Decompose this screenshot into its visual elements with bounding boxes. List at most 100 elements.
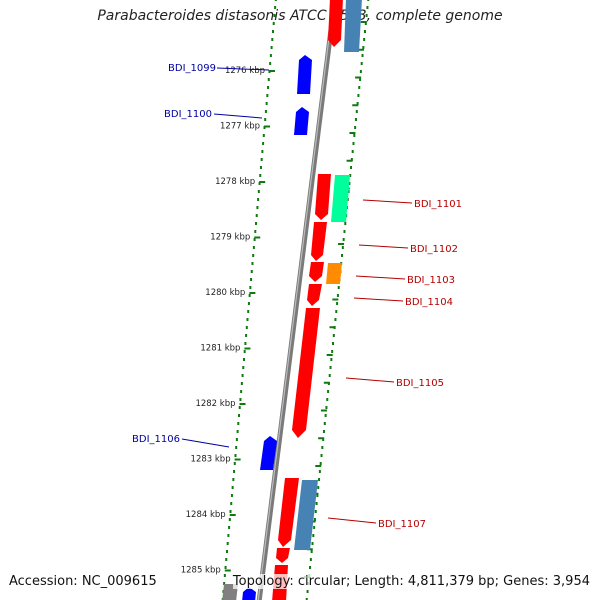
gene-bdi-1101-arrow[interactable] [315, 174, 331, 220]
inner-ring-dot [250, 278, 253, 281]
inner-ring-dot [227, 534, 230, 537]
gene-label-bdi-1100[interactable]: BDI_1100 [164, 109, 212, 120]
outer-ring-dot [318, 478, 321, 481]
inner-ring-dot [271, 38, 274, 41]
scale-tick-label: 1278 kbp [215, 177, 255, 187]
outer-ring-dot [313, 518, 316, 521]
gene-label-bdi-1101[interactable]: BDI_1101 [414, 199, 462, 210]
inner-ring-dot [254, 230, 257, 233]
inner-ring-dot [245, 334, 248, 337]
genome-backbone [256, 0, 338, 600]
inner-ring-dot [242, 358, 245, 361]
inner-dotted-ring [221, 0, 277, 600]
outer-ring-dot [324, 414, 327, 417]
outer-ring-dot [365, 14, 368, 17]
outer-ring-dot [353, 134, 356, 137]
inner-ring-dot [258, 182, 261, 185]
inner-ring-dot [264, 110, 267, 113]
outer-ring-dot [362, 46, 365, 49]
outer-ring-dot [316, 494, 319, 497]
gene-partial-top-forward-arrow[interactable] [328, 0, 343, 47]
inner-ring-dot [260, 158, 263, 161]
inner-ring-dot [238, 414, 241, 417]
steelblue-feature-top[interactable] [344, 0, 362, 52]
outer-ring-dot [320, 454, 323, 457]
scale-tick-label: 1279 kbp [210, 233, 250, 243]
inner-ring-dot [238, 406, 241, 409]
outer-ring-dot [317, 486, 320, 489]
gene-label-bdi-1107[interactable]: BDI_1107 [378, 519, 426, 530]
outer-ring-dot [318, 470, 321, 473]
gene-bdi-1105-arrow[interactable] [292, 308, 320, 438]
gene-partial-reverse-arrow[interactable] [242, 587, 256, 600]
inner-ring-dot [272, 30, 274, 33]
outer-ring-dot [363, 30, 366, 33]
steelblue-feature-bdi-1107[interactable] [294, 480, 318, 550]
inner-ring-dot [244, 342, 247, 345]
outer-ring-dot [343, 230, 346, 233]
gene-label-bdi-1105[interactable]: BDI_1105 [396, 378, 444, 389]
scale-tick-label: 1283 kbp [191, 455, 231, 465]
outer-ring-dot [323, 422, 326, 425]
inner-ring-dot [230, 502, 233, 505]
gene-bdi-1099-arrow[interactable] [297, 55, 312, 94]
outer-ring-dot [336, 294, 339, 297]
scale-tick-label: 1281 kbp [200, 344, 240, 354]
outer-ring-dot [350, 166, 353, 169]
gene-bdi-1106-arrow[interactable] [260, 436, 277, 470]
gene-label-bdi-1106[interactable]: BDI_1106 [132, 434, 180, 445]
inner-ring-dot [233, 470, 236, 473]
outer-ring-dot [321, 446, 324, 449]
gene-labels: BDI_1099 BDI_1100 BDI_1101 BDI_1102 BDI_… [132, 63, 462, 530]
rna-feature-bdi-1101[interactable] [331, 175, 350, 222]
inner-ring-dot [251, 262, 254, 265]
outer-ring-dot [331, 350, 334, 353]
inner-ring-dot [231, 486, 234, 489]
inner-ring-dot [228, 526, 231, 529]
scale-tick-label: 1282 kbp [195, 399, 235, 409]
inner-ring-dot [273, 14, 276, 17]
inner-ring-dot [229, 510, 232, 513]
genome-summary: Topology: circular; Length: 4,811,379 bp… [232, 574, 590, 589]
inner-ring-dot [252, 254, 255, 257]
inner-ring-dot [259, 174, 262, 177]
inner-ring-dot [269, 54, 272, 57]
inner-ring-dot [240, 390, 243, 393]
outer-ring-dot [359, 70, 362, 73]
inner-ring-dot [241, 374, 244, 377]
inner-ring-dot [265, 102, 268, 105]
gene-label-bdi-1103[interactable]: BDI_1103 [407, 275, 455, 286]
outer-ring-dot [329, 366, 332, 369]
gene-label-bdi-1104[interactable]: BDI_1104 [405, 297, 453, 308]
outer-ring-dot [335, 310, 338, 313]
gene-bdi-1107-arrow[interactable] [278, 478, 299, 547]
outer-ring-dot [352, 142, 355, 145]
gene-bdi-1104-arrow[interactable] [307, 284, 322, 306]
gene-bdi-1103-arrow[interactable] [309, 262, 324, 282]
gene-small-forward-arrow[interactable] [276, 548, 290, 563]
outer-ring-dot [354, 118, 357, 121]
outer-ring-dot [325, 406, 328, 409]
gene-bdi-1100-arrow[interactable] [294, 107, 309, 135]
outer-ring-dot [332, 334, 335, 337]
outer-ring-dot [363, 38, 366, 41]
outer-ring-dot [334, 318, 337, 321]
gene-bdi-1102-arrow[interactable] [311, 222, 327, 261]
outer-ring-dot [306, 590, 309, 593]
gene-label-bdi-1099[interactable]: BDI_1099 [168, 63, 216, 74]
inner-ring-dot [274, 6, 277, 9]
gene-label-bdi-1102[interactable]: BDI_1102 [410, 244, 458, 255]
inner-ring-dot [264, 118, 267, 121]
accession-label: Accession: NC_009615 [9, 574, 157, 589]
inner-ring-dot [266, 94, 269, 97]
inner-ring-dot [246, 318, 249, 321]
inner-ring-dot [230, 494, 233, 497]
orange-feature-bdi-1103[interactable] [326, 263, 342, 284]
inner-ring-dot [252, 246, 255, 249]
inner-ring-dot [262, 134, 265, 137]
outer-ring-dot [322, 438, 325, 441]
inner-ring-dot [242, 366, 245, 369]
outer-ring-dot [341, 246, 344, 249]
outer-ring-dot [322, 430, 325, 433]
